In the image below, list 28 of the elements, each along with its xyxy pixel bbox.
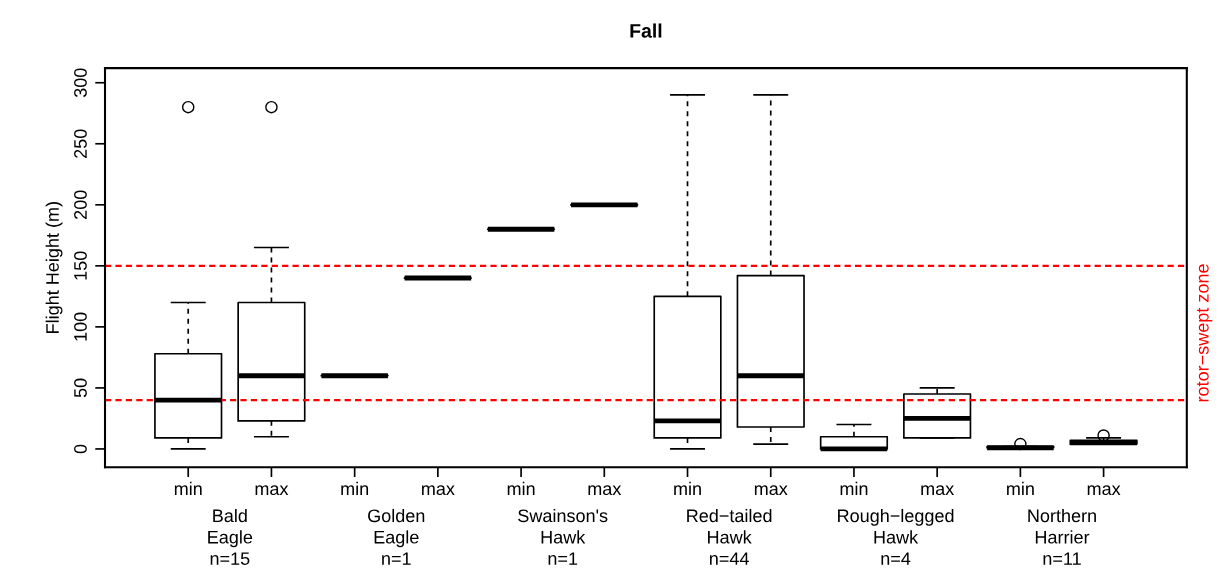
y-tick-label: 100 bbox=[74, 312, 87, 341]
text: Bald Eagle n=15 bbox=[208, 508, 253, 565]
x-tick-label: min bbox=[674, 481, 701, 495]
x-tick-label: min bbox=[840, 481, 868, 495]
x-tick-label: min bbox=[507, 481, 535, 495]
x-tick-label: max bbox=[255, 485, 289, 496]
y-tick-label: 250 bbox=[74, 129, 87, 158]
y-tick-label: 200 bbox=[74, 190, 87, 219]
y-tick-label: 300 bbox=[74, 68, 87, 98]
x-tick-label: min bbox=[341, 481, 369, 495]
text: rotor−swept zone bbox=[1196, 264, 1213, 402]
y-tick-label: 0 bbox=[74, 444, 87, 454]
text: Northern Harrier n=11 bbox=[1028, 508, 1096, 565]
y-axis-title: Flight Height (m) bbox=[45, 202, 63, 333]
text: Rough−legged Hawk n=4 bbox=[838, 508, 954, 565]
x-tick-label: max bbox=[422, 485, 455, 496]
text: Red−tailed Hawk n=44 bbox=[687, 508, 772, 565]
text: Golden Eagle n=1 bbox=[368, 508, 425, 565]
x-tick-label: max bbox=[754, 485, 788, 496]
x-tick-label: max bbox=[588, 485, 622, 496]
x-tick-label: min bbox=[1007, 481, 1034, 495]
y-tick-label: 50 bbox=[74, 378, 87, 398]
chart-title: Fall bbox=[630, 23, 662, 38]
y-tick-label: 150 bbox=[74, 251, 87, 280]
x-tick-label: max bbox=[921, 485, 955, 496]
x-tick-label: min bbox=[174, 481, 202, 495]
x-tick-label: max bbox=[1087, 485, 1121, 496]
text: Swainson's Hawk n=1 bbox=[518, 508, 608, 565]
